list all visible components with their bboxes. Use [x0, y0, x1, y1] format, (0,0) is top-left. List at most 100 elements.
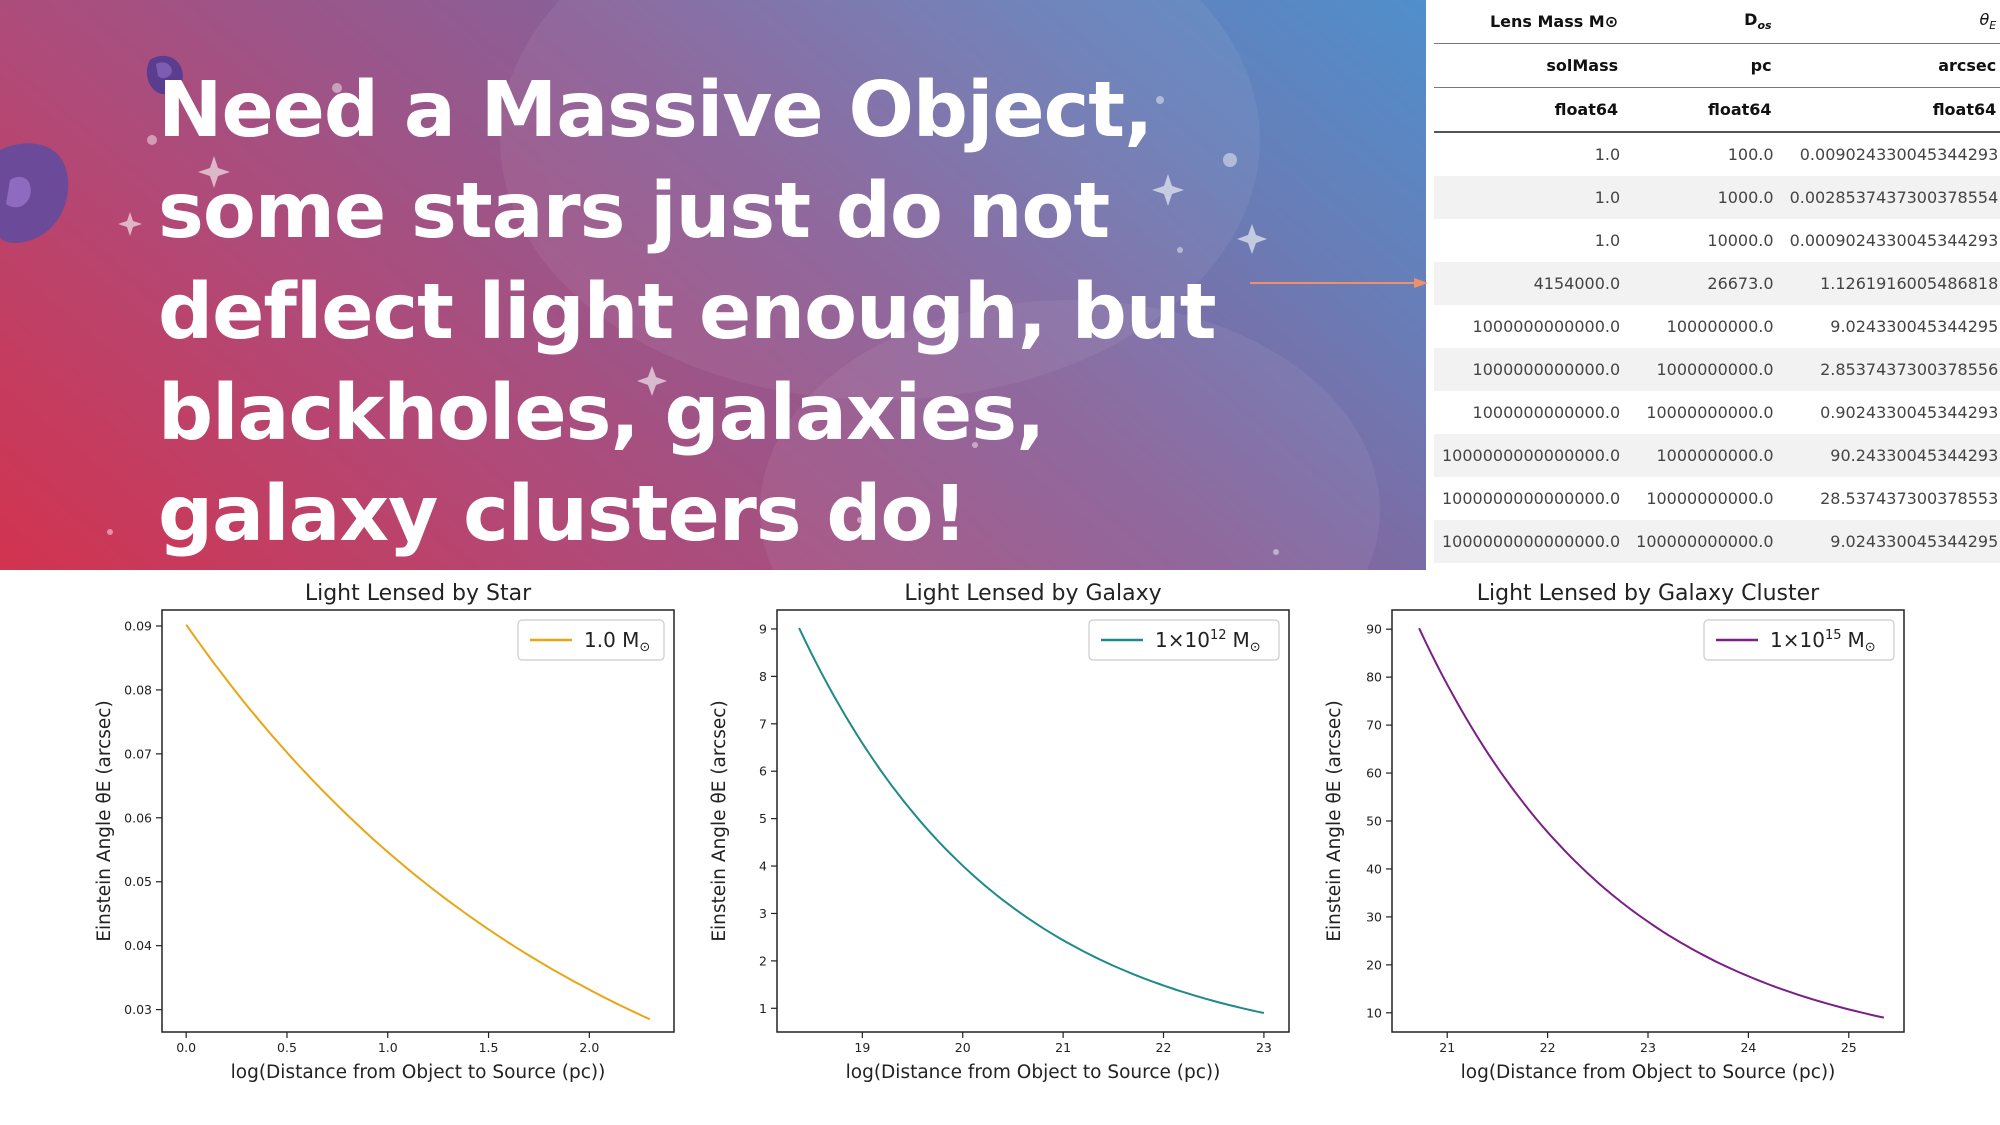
table-row: 1000000000000000.0 100000000000.0 9.024330…	[1434, 520, 2000, 563]
y-tick-label: 0.05	[124, 874, 152, 889]
x-tick-label: 2.0	[579, 1040, 599, 1055]
x-tick-label: 19	[854, 1040, 870, 1055]
background-shape	[500, 0, 1260, 400]
x-tick-label: 21	[1439, 1040, 1455, 1055]
y-tick-label: 70	[1366, 718, 1382, 733]
mass-cell: 1.0	[1594, 231, 1621, 250]
theta-cell: 1.1261916005486818	[1781, 262, 2000, 305]
chart-star: Light Lensed by Star 0.0 0.5 1.0 1.5 2.0 0.03 0…	[94, 581, 675, 1083]
y-tick-label: 7	[759, 716, 767, 731]
col-dos-dtype: float64	[1628, 87, 1782, 133]
mass-cell: 1000000000000.0	[1472, 403, 1621, 422]
y-tick-label: 4	[759, 859, 767, 874]
mass-cell: 4154000.0	[1434, 262, 1629, 305]
y-tick-label: 9	[759, 621, 767, 636]
dos-cell: 10000.0	[1707, 231, 1774, 250]
mass-cell: 1000000000000.0	[1472, 317, 1621, 336]
table-row: 1000000000000.0 1000000000.0 2.85374373003…	[1434, 348, 2000, 391]
legend-box	[517, 619, 665, 661]
x-tick-label: 23	[1640, 1040, 1656, 1055]
legend-label: 1×1012 M⊙	[1155, 628, 1261, 655]
mass-cell: 1000000000000.0	[1434, 348, 1629, 391]
legend-label-base: 1×10	[1770, 628, 1825, 652]
legend-box	[1088, 619, 1280, 661]
legend-label-base: 1×10	[1155, 628, 1210, 652]
dos-cell: 10000000000.0	[1646, 489, 1774, 508]
dos-cell: 100000000000.0	[1628, 520, 1782, 563]
x-axis-label: log(Distance from Object to Source (pc))	[231, 1062, 606, 1083]
y-tick-label: 0.07	[124, 746, 152, 761]
chart-galaxy-cluster: Light Lensed by Galaxy Cluster 21 22 23 24 25…	[1324, 581, 1905, 1083]
x-axis-label: log(Distance from Object to Source (pc))	[846, 1062, 1221, 1083]
legend-label-unit: M	[1232, 628, 1249, 652]
legend-label-exponent: 12	[1210, 628, 1227, 643]
asteroid-icon	[146, 55, 183, 95]
header-row-dtypes: float64 float64 float64	[1434, 87, 2000, 133]
y-tick-label: 90	[1366, 622, 1382, 637]
col-mass-unit: solMass	[1434, 43, 1629, 88]
table-row: 1000000000000000.0 1000000000.0 90.2433004…	[1434, 434, 2000, 477]
asteroid-icon	[0, 143, 69, 243]
x-tick-label: 22	[1540, 1040, 1556, 1055]
x-tick-label: 25	[1841, 1040, 1857, 1055]
table-row: 1.0 10000.0 0.0009024330045344293	[1434, 219, 2000, 262]
series-line	[798, 627, 1265, 1014]
chart-title: Light Lensed by Galaxy	[904, 581, 1161, 606]
y-tick-label: 50	[1366, 814, 1382, 829]
x-tick-label: 22	[1156, 1040, 1172, 1055]
legend-label: 1×1015 M⊙	[1770, 628, 1876, 655]
legend-label: 1.0 M⊙	[584, 628, 650, 655]
y-tick-label: 1	[759, 1001, 767, 1016]
y-tick-label: 0.06	[124, 810, 152, 825]
series-line	[185, 624, 651, 1021]
col-theta-header: θE	[1781, 0, 2000, 44]
plot-frame	[776, 609, 1290, 1033]
y-tick-label: 3	[759, 906, 767, 921]
x-tick-label: 21	[1055, 1040, 1071, 1055]
table-row: 4154000.0 26673.0 1.1261916005486818	[1434, 262, 2000, 305]
dos-cell: 1000000000.0	[1628, 348, 1782, 391]
y-axis-label: Einstein Angle θE (arcsec)	[1324, 700, 1345, 941]
y-axis-label: Einstein Angle θE (arcsec)	[94, 700, 115, 941]
col-dos-header: Dos	[1628, 0, 1782, 44]
theta-cell: 0.0028537437300378554	[1781, 176, 2000, 219]
x-tick-label: 1.5	[479, 1040, 499, 1055]
table-row: 1.0 1000.0 0.0028537437300378554	[1434, 176, 2000, 219]
dos-cell: 1000.0	[1628, 176, 1782, 219]
chart-title: Light Lensed by Galaxy Cluster	[1477, 581, 1820, 606]
legend-label-unit: M	[1847, 628, 1864, 652]
col-mass-dtype: float64	[1434, 87, 1629, 133]
y-tick-label: 0.03	[124, 1002, 152, 1017]
legend-label-exponent: 15	[1825, 628, 1842, 643]
y-tick-label: 0.09	[124, 618, 152, 633]
arrow-icon	[1250, 278, 1428, 288]
y-tick-label: 60	[1366, 766, 1382, 781]
table-row: 1000000000000000.0 10000000000.0 28.537437…	[1434, 477, 2000, 520]
y-tick-label: 30	[1366, 909, 1382, 924]
mass-cell: 1000000000000000.0	[1434, 520, 1629, 563]
theta-cell: 2.8537437300378556	[1781, 348, 2000, 391]
dos-cell: 100.0	[1727, 145, 1774, 164]
mass-cell: 1.0	[1434, 176, 1629, 219]
chart-title: Light Lensed by Star	[305, 581, 532, 606]
mass-cell: 1000000000000000.0	[1434, 434, 1629, 477]
header-row-names: Lens Mass M⊙ Dos θE	[1434, 0, 2000, 44]
col-theta-unit: arcsec	[1781, 43, 2000, 88]
data-table: Lens Mass M⊙ Dos θE solMass pc arcsec fl…	[1434, 0, 2000, 563]
y-tick-label: 40	[1366, 861, 1382, 876]
col-theta-dtype: float64	[1781, 87, 2000, 133]
x-tick-label: 0.5	[277, 1040, 297, 1055]
theta-cell: 0.9024330045344293	[1820, 403, 1999, 422]
table-row: 1000000000000.0 10000000000.0 0.9024330045…	[1434, 391, 2000, 434]
headline: Need a Massive Object, some stars just d…	[158, 66, 1217, 559]
legend-sun-symbol: ⊙	[1865, 640, 1876, 655]
einstein-angle-table: Lens Mass M⊙ Dos θE solMass pc arcsec fl…	[1434, 0, 2000, 570]
y-axis-label: Einstein Angle θE (arcsec)	[709, 700, 730, 941]
x-tick-label: 20	[955, 1040, 971, 1055]
x-tick-label: 24	[1740, 1040, 1756, 1055]
table-body: 1.0 100.0 0.009024330045344293 1.0 1000.0 0.0…	[1434, 132, 2000, 563]
y-tick-label: 6	[759, 764, 767, 779]
theta-cell: 28.537437300378553	[1820, 489, 1999, 508]
y-tick-label: 0.08	[124, 682, 152, 697]
